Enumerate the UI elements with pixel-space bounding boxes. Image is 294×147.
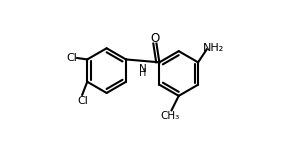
Text: Cl: Cl [67, 53, 78, 63]
Text: NH₂: NH₂ [203, 43, 224, 53]
Text: CH₃: CH₃ [161, 111, 180, 121]
Text: H: H [139, 68, 146, 78]
Text: N: N [139, 64, 146, 74]
Text: O: O [150, 32, 160, 45]
Text: Cl: Cl [78, 96, 88, 106]
